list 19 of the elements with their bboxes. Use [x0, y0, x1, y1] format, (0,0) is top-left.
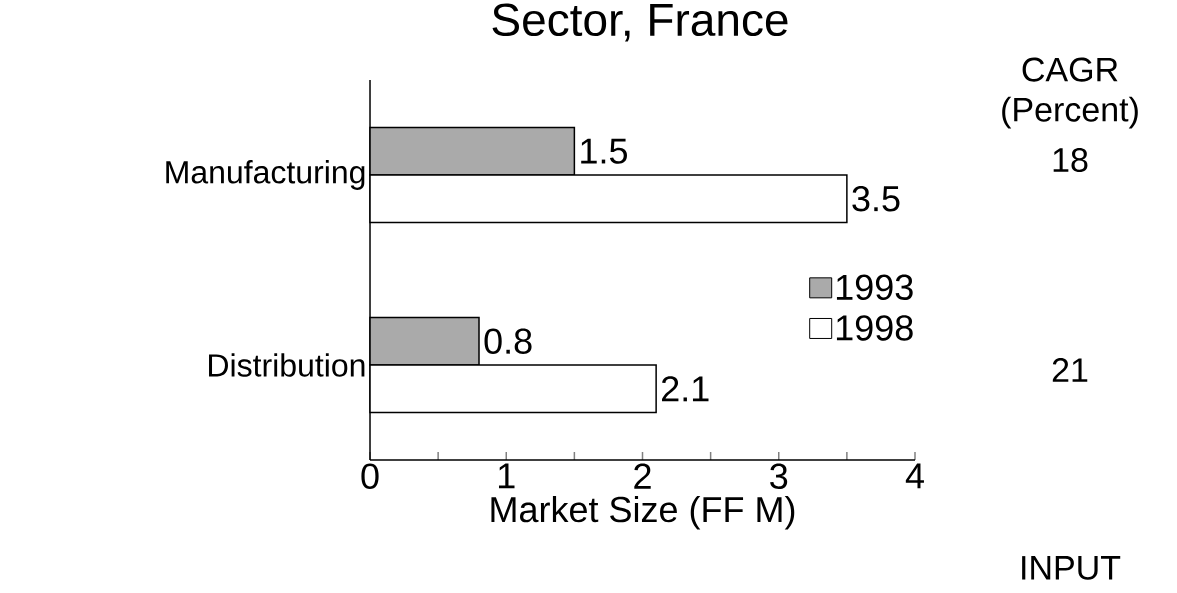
x-tick-label: 4: [905, 463, 924, 489]
data-label: 1.5: [581, 138, 627, 164]
chart-title: Sector, France: [492, 3, 788, 42]
text: INPUT: [1022, 556, 1121, 580]
data-label: 2.1: [662, 376, 709, 402]
x-tick-label: 1: [498, 463, 515, 489]
text: 18: [1053, 147, 1088, 173]
x-tick-label: 0: [361, 463, 379, 489]
y-tick-label: Distribution: [209, 353, 365, 377]
legend-label: 1993: [836, 274, 913, 300]
text: CAGR (Percent): [1002, 57, 1138, 129]
x-axis-title: Market Size (FF M): [491, 495, 795, 530]
data-label: 3.5: [852, 186, 900, 212]
data-label: 0.8: [484, 328, 532, 354]
x-tick-label: 3: [770, 463, 788, 489]
text: 21: [1052, 358, 1088, 382]
x-tick-label: 2: [634, 463, 651, 489]
y-tick-label: Manufacturing: [166, 160, 365, 190]
legend-label: 1998: [836, 315, 913, 341]
